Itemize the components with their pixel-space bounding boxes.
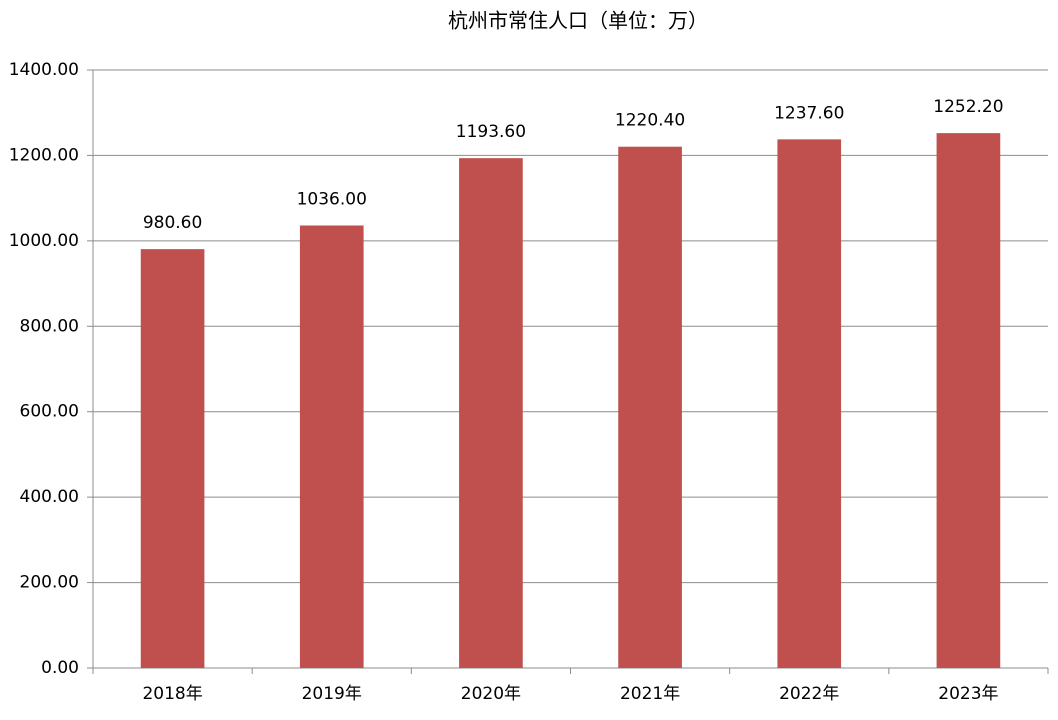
bar [140, 249, 205, 668]
bar [777, 139, 842, 669]
y-tick-label: 1000.00 [9, 231, 79, 251]
bar [936, 133, 1001, 668]
bar [299, 225, 364, 669]
x-tick-label: 2018年 [142, 684, 202, 704]
data-label: 1252.20 [933, 97, 1003, 117]
x-tick-label: 2019年 [302, 684, 362, 704]
data-label: 1036.00 [297, 189, 367, 209]
data-label: 1237.60 [774, 103, 844, 123]
bar [618, 146, 682, 669]
y-tick-label: 200.00 [20, 573, 79, 593]
chart-title: 杭州市常住人口（单位：万） [448, 9, 708, 33]
y-tick-label: 0.00 [41, 658, 79, 678]
y-tick-label: 800.00 [20, 316, 79, 336]
y-tick-label: 600.00 [20, 402, 79, 422]
x-tick-label: 2021年 [620, 684, 680, 704]
y-tick-label: 400.00 [20, 487, 79, 507]
y-tick-label: 1400.00 [9, 60, 79, 80]
y-tick-label: 1200.00 [9, 145, 79, 165]
x-tick-label: 2023年 [938, 684, 998, 704]
bar [459, 158, 523, 668]
data-label: 1193.60 [456, 122, 526, 142]
x-tick-label: 2022年 [779, 684, 839, 704]
x-tick-label: 2020年 [461, 684, 521, 704]
data-label: 980.60 [143, 213, 202, 233]
data-label: 1220.40 [615, 111, 685, 131]
